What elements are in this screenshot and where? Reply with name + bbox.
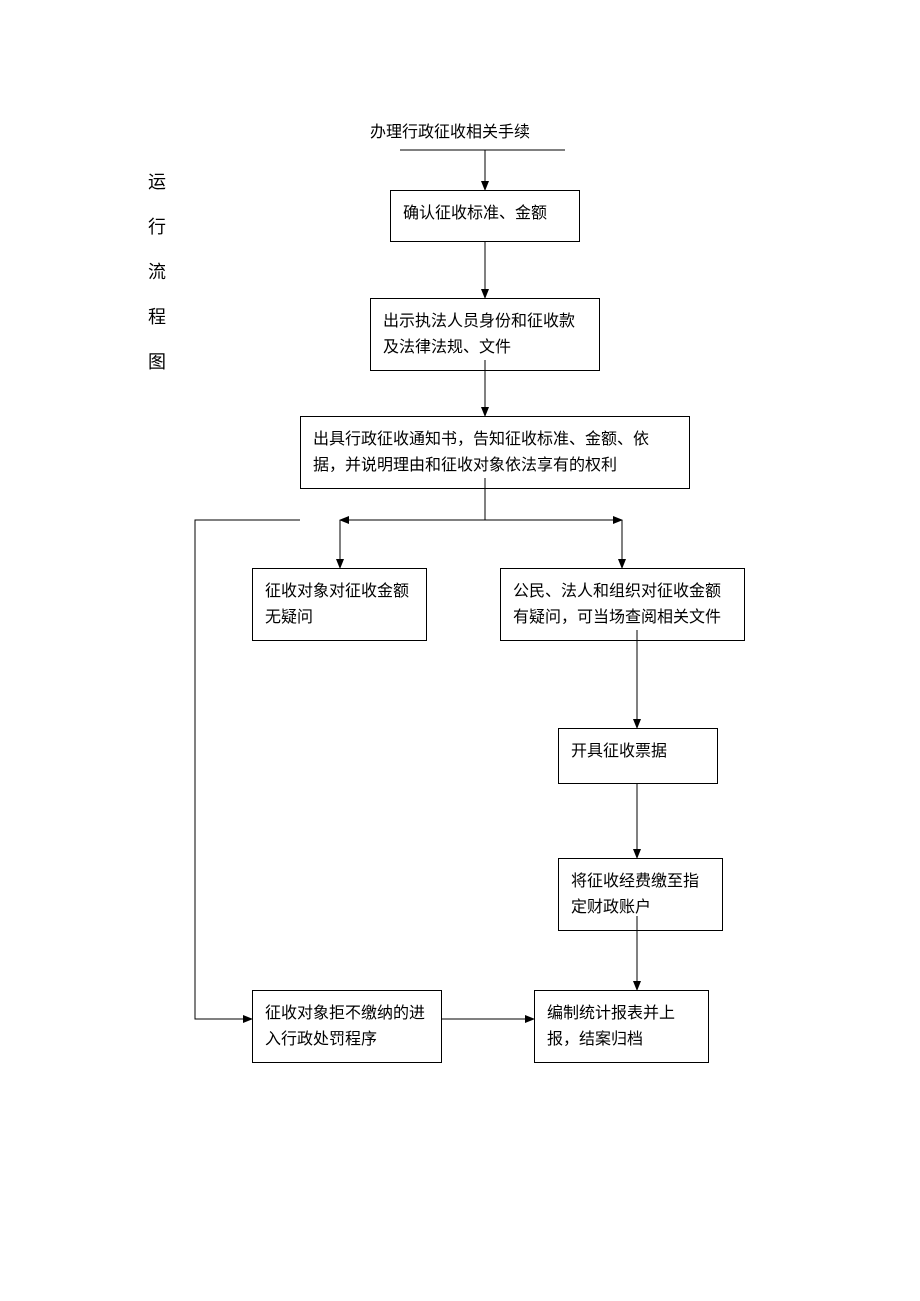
side-label-char: 运: [148, 168, 166, 194]
side-label-char: 图: [148, 348, 166, 374]
flowchart-title: 办理行政征收相关手续: [370, 118, 530, 142]
node-issue-receipt: 开具征收票据: [558, 728, 718, 784]
node-no-question: 征收对象对征收金额无疑问: [252, 568, 427, 641]
node-has-question: 公民、法人和组织对征收金额有疑问，可当场查阅相关文件: [500, 568, 745, 641]
side-label-char: 流: [148, 258, 166, 284]
node-issue-notice: 出具行政征收通知书，告知征收标准、金额、依据，并说明理由和征收对象依法享有的权利: [300, 416, 690, 489]
node-pay-account: 将征收经费缴至指定财政账户: [558, 858, 723, 931]
side-label-char: 行: [148, 213, 166, 239]
node-confirm-standard: 确认征收标准、金额: [390, 190, 580, 242]
side-label-char: 程: [148, 303, 166, 329]
node-show-id: 出示执法人员身份和征收款及法律法规、文件: [370, 298, 600, 371]
node-refuse-penalty: 征收对象拒不缴纳的进入行政处罚程序: [252, 990, 442, 1063]
node-report-archive: 编制统计报表并上报，结案归档: [534, 990, 709, 1063]
